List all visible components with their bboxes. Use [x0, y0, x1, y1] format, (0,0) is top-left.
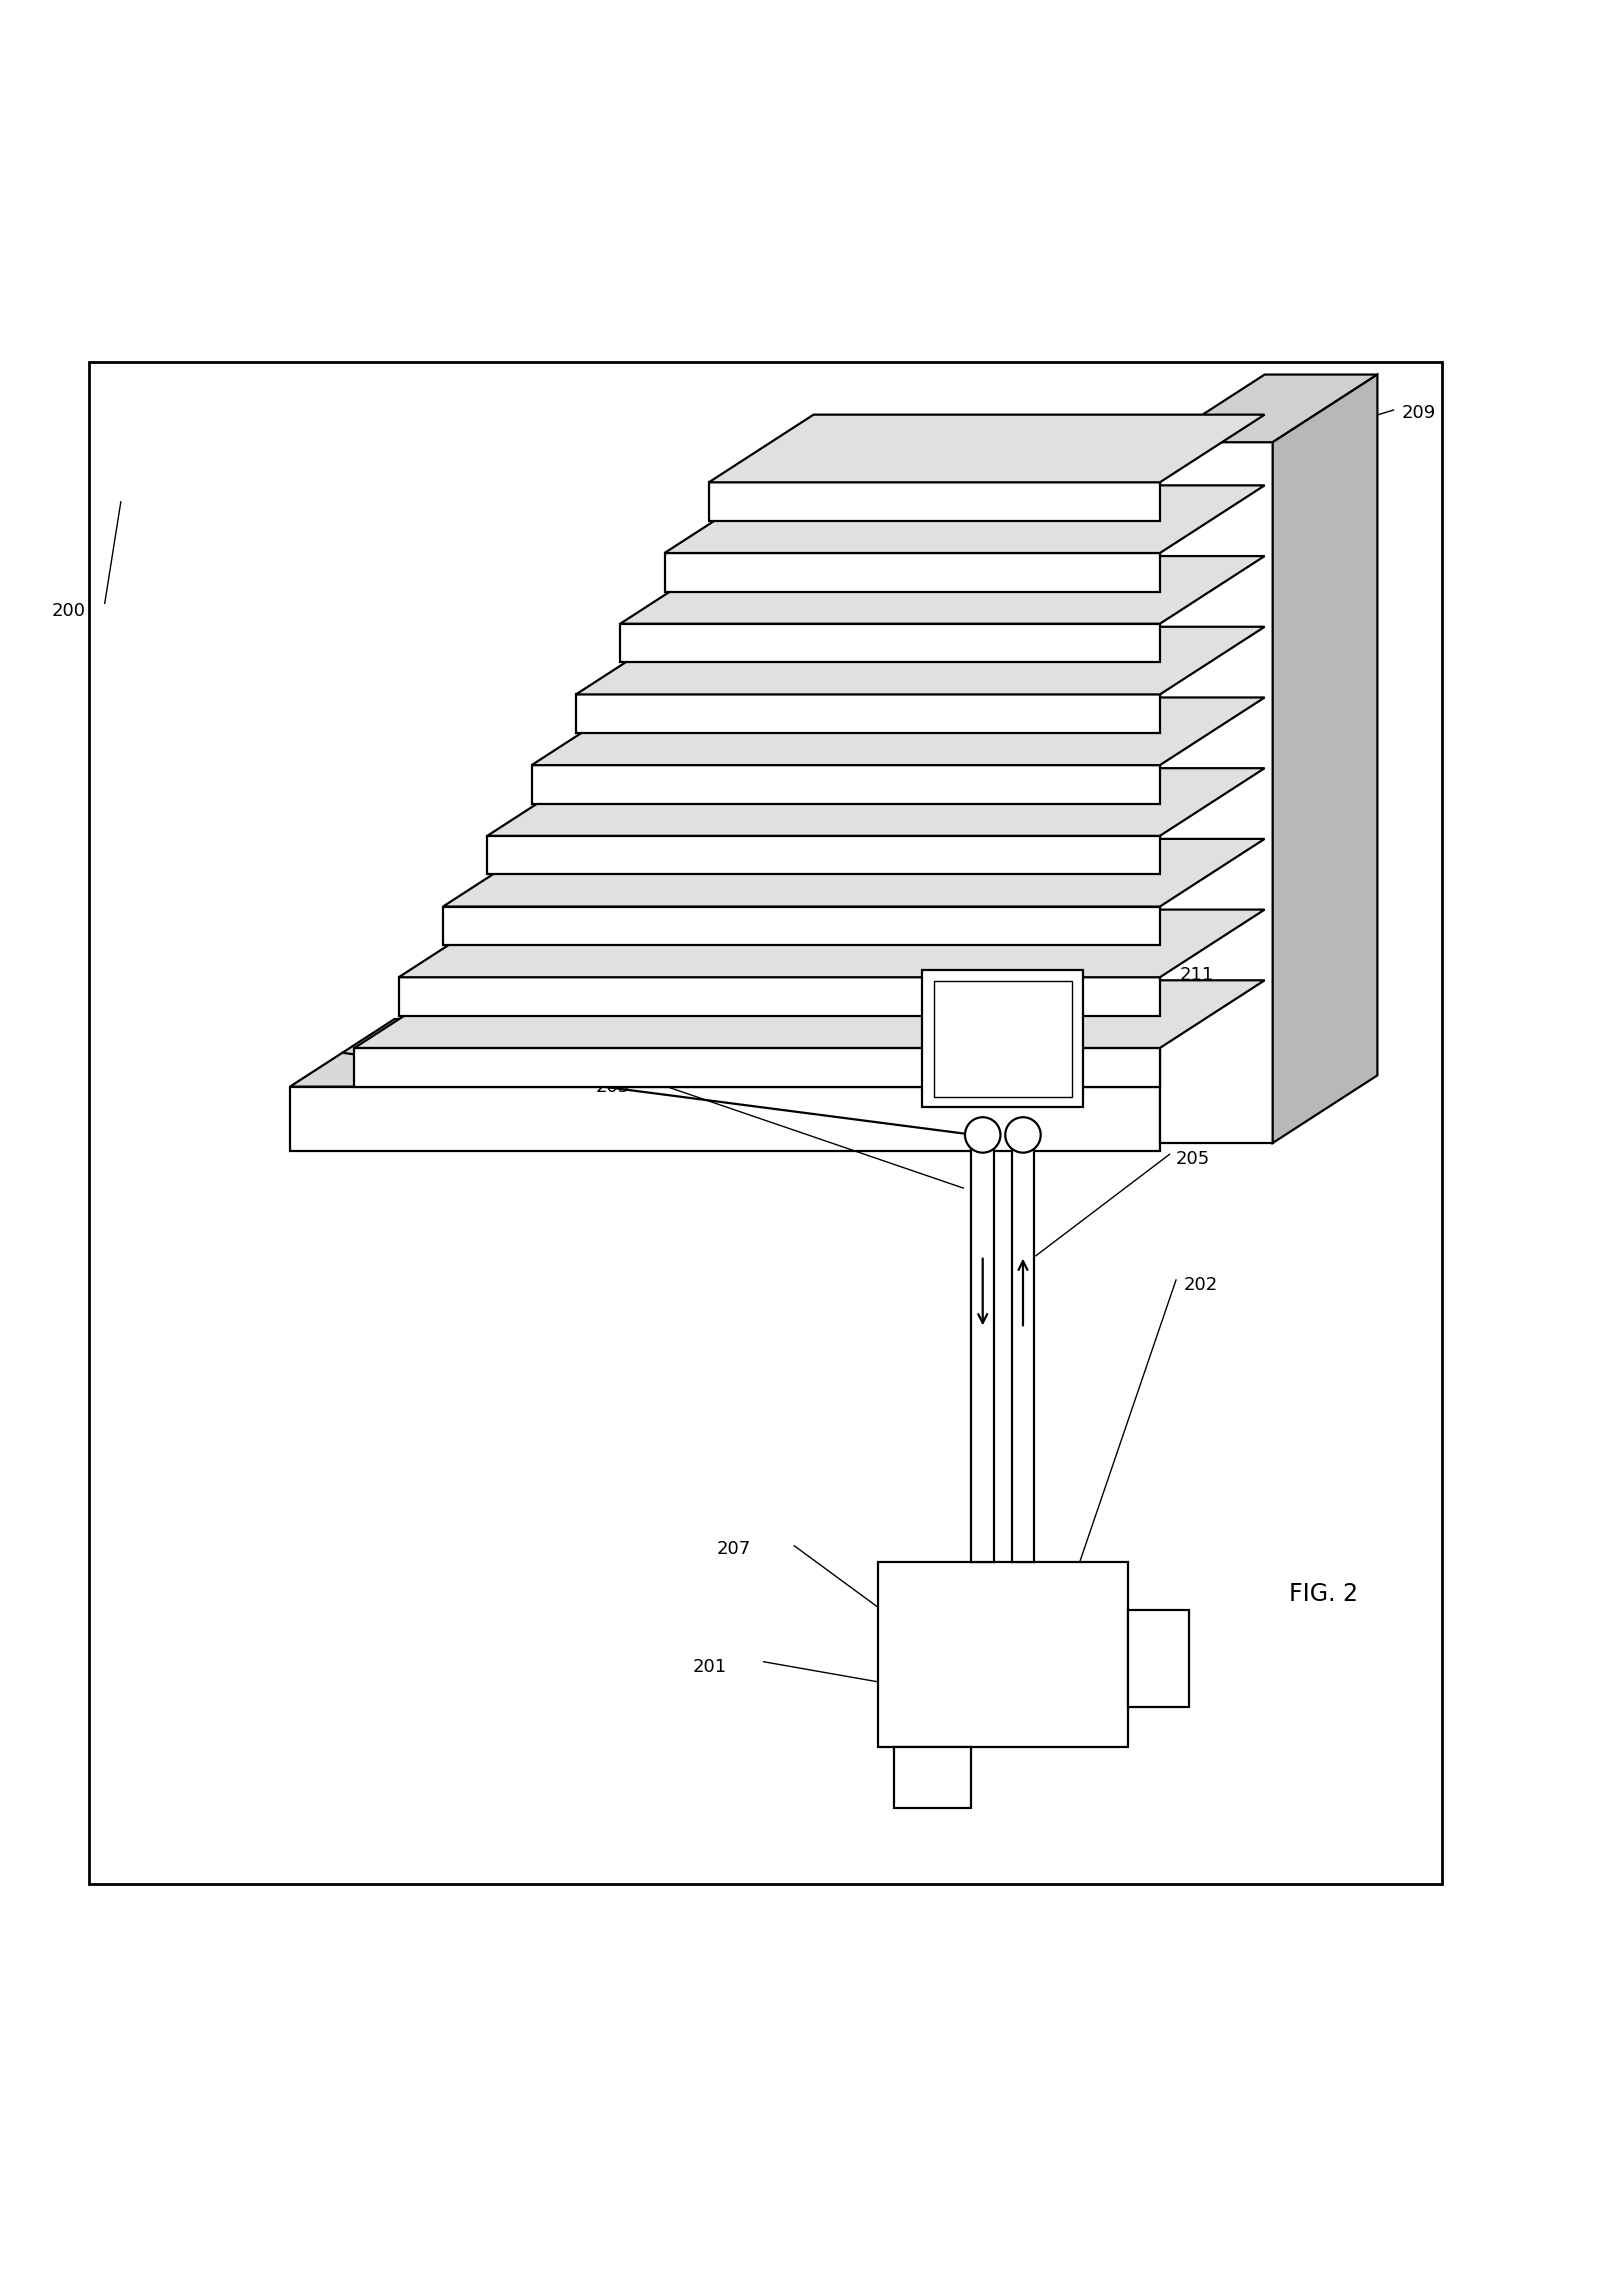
Bar — [921, 969, 1083, 1106]
Circle shape — [965, 1118, 1000, 1152]
Polygon shape — [664, 485, 1265, 553]
Polygon shape — [290, 1020, 1265, 1086]
Polygon shape — [620, 624, 1160, 663]
Text: 200: 200 — [52, 604, 85, 620]
Polygon shape — [443, 839, 1265, 908]
Bar — [1128, 1609, 1189, 1708]
Polygon shape — [354, 1047, 1160, 1086]
Polygon shape — [1160, 375, 1377, 441]
Polygon shape — [532, 766, 1160, 805]
Bar — [1012, 1134, 1034, 1561]
Polygon shape — [709, 414, 1265, 482]
Text: 207: 207 — [717, 1541, 751, 1559]
Polygon shape — [577, 695, 1160, 734]
Bar — [89, 361, 1442, 1884]
Polygon shape — [487, 837, 1160, 876]
Text: 202: 202 — [1184, 1276, 1218, 1294]
Polygon shape — [354, 981, 1265, 1047]
Polygon shape — [709, 482, 1160, 521]
Polygon shape — [443, 908, 1160, 944]
Polygon shape — [1273, 375, 1377, 1143]
Text: 205: 205 — [1176, 1150, 1210, 1168]
Bar — [971, 1134, 994, 1561]
Polygon shape — [290, 1086, 1160, 1152]
Polygon shape — [398, 910, 1265, 976]
Circle shape — [1005, 1118, 1041, 1152]
Polygon shape — [620, 555, 1265, 624]
Polygon shape — [398, 976, 1160, 1015]
Text: 211: 211 — [1179, 967, 1213, 985]
Bar — [934, 981, 1073, 1097]
Text: 209: 209 — [1402, 405, 1435, 423]
Text: 201: 201 — [693, 1657, 727, 1676]
Polygon shape — [1160, 441, 1273, 1143]
Polygon shape — [532, 697, 1265, 766]
Text: 203b: 203b — [636, 962, 681, 981]
Bar — [878, 1561, 1128, 1747]
Bar — [894, 1747, 971, 1808]
Polygon shape — [577, 626, 1265, 695]
Polygon shape — [487, 768, 1265, 837]
Text: 203: 203 — [596, 1077, 630, 1095]
Text: FIG. 2: FIG. 2 — [1289, 1582, 1358, 1607]
Polygon shape — [664, 553, 1160, 592]
Text: 203a: 203a — [1189, 844, 1234, 862]
